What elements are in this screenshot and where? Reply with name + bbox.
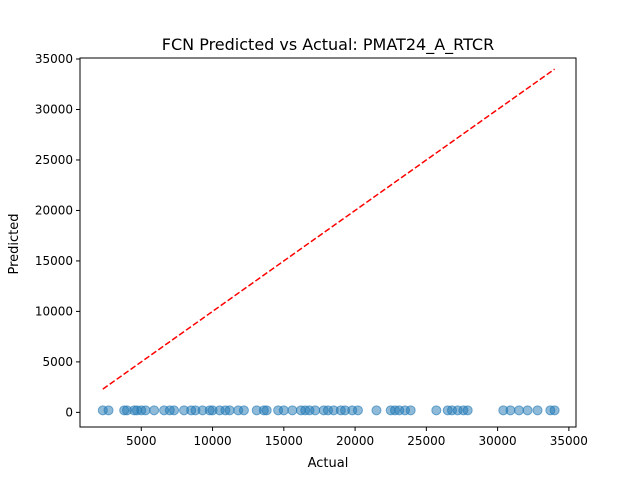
data-point	[310, 405, 321, 416]
data-point	[352, 405, 363, 416]
y-tick-label: 10000	[35, 304, 73, 318]
y-tick-label: 15000	[35, 254, 73, 268]
x-tick-label: 25000	[407, 434, 445, 448]
y-tick-label: 0	[65, 405, 73, 419]
data-point	[522, 405, 533, 416]
chart-title: FCN Predicted vs Actual: PMAT24_A_RTCR	[162, 35, 494, 55]
data-point	[287, 405, 298, 416]
data-point	[224, 405, 235, 416]
x-tick-label: 15000	[265, 434, 303, 448]
x-tick-label: 20000	[336, 434, 374, 448]
identity-line	[102, 68, 556, 390]
x-tick-label: 5000	[126, 434, 157, 448]
data-point	[532, 405, 543, 416]
data-point	[238, 405, 249, 416]
y-tick-label: 5000	[42, 355, 73, 369]
x-tick-label: 10000	[193, 434, 231, 448]
data-point	[169, 405, 180, 416]
data-point	[431, 405, 442, 416]
data-point	[371, 405, 382, 416]
x-tick-label: 35000	[550, 434, 588, 448]
axes: 5000 10000 15000 20000 25000 30000 35000 0 5000 1…	[35, 52, 588, 448]
x-axis-label: Actual	[308, 456, 349, 471]
data-point	[103, 405, 114, 416]
x-tick-label: 30000	[479, 434, 517, 448]
data-point	[261, 405, 272, 416]
plot-marks	[97, 68, 560, 416]
data-point	[505, 405, 516, 416]
data-point	[149, 405, 160, 416]
data-point	[140, 405, 151, 416]
y-axis-label: Predicted	[7, 213, 22, 274]
data-point	[278, 405, 289, 416]
plot-frame	[79, 57, 577, 428]
data-point	[513, 405, 524, 416]
y-tick-label: 30000	[35, 102, 73, 116]
y-tick-label: 25000	[35, 153, 73, 167]
data-point	[462, 405, 473, 416]
data-point	[405, 405, 416, 416]
y-tick-label: 35000	[35, 52, 73, 66]
y-tick-label: 20000	[35, 203, 73, 217]
data-point	[549, 405, 560, 416]
